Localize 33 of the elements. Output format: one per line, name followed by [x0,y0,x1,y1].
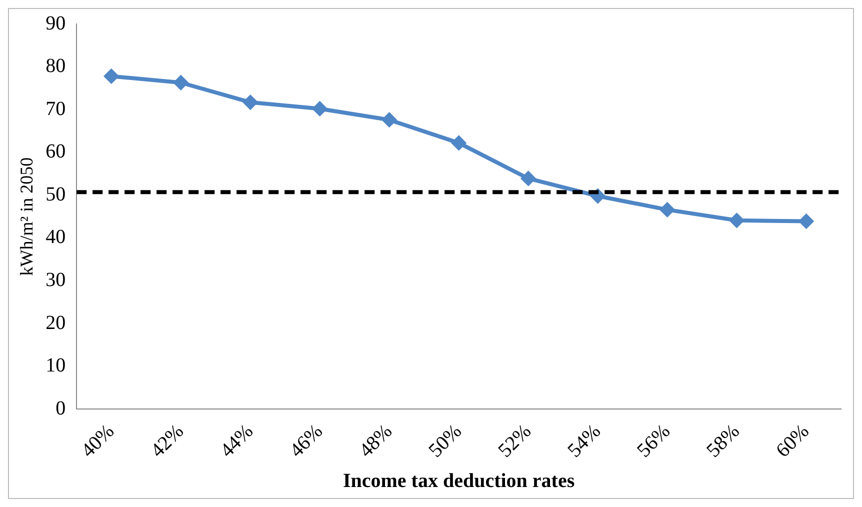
point [174,76,188,90]
x-tick-label: 50% [424,420,466,462]
y-tick-label: 0 [56,397,66,420]
point [730,213,744,228]
y-tick-label: 70 [46,98,66,120]
x-tick-label: 40% [77,420,119,462]
y-tick-label: 80 [46,55,66,78]
point [104,69,118,84]
x-tick-label: 58% [702,420,744,462]
x-tick-label: 60% [772,420,814,462]
x-tick-label: 52% [494,420,536,462]
y-tick-label: 60 [46,140,66,163]
point [660,202,674,217]
x-tick-label: 44% [216,420,258,462]
y-tick-label: 40 [46,226,66,248]
x-axis-title: Income tax deduction rates [342,470,575,492]
y-tick-label: 50 [46,183,66,206]
point [799,214,814,228]
y-tick-label: 90 [46,12,66,34]
point [243,95,258,110]
x-tick-label: 46% [286,420,328,462]
point [452,136,466,150]
point [382,112,396,127]
y-axis-title: kWh/m² in 2050 [16,157,37,276]
y-tick-label: 30 [46,268,66,291]
point [521,171,536,186]
x-tick-label: 56% [633,420,675,462]
x-tick-label: 48% [355,420,397,462]
y-tick-label: 20 [46,312,66,334]
point [312,102,327,116]
y-tick-label: 10 [46,354,66,377]
x-tick-label: 42% [146,420,188,462]
x-tick-label: 54% [564,420,606,462]
